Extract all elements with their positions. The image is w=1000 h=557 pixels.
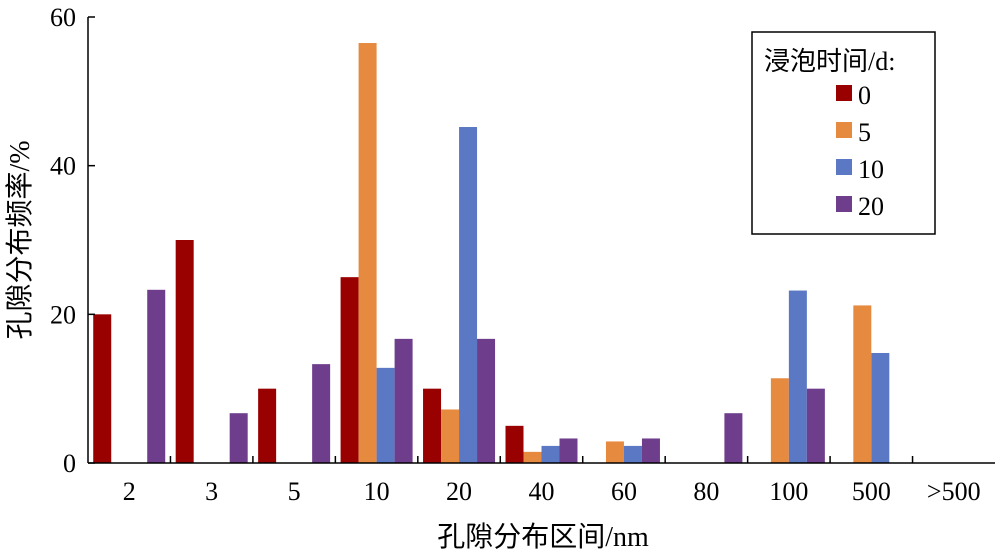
bar-series-0-5 [258,388,277,463]
x-tick-label: 500 [852,477,891,506]
y-tick-label: 0 [63,449,76,478]
x-tick-label: 40 [529,477,555,506]
bar-series-5-100 [770,378,789,463]
legend-label: 0 [858,81,871,110]
bars-group [93,43,890,464]
bar-series-10-60 [623,445,642,463]
bar-series-20-3 [229,413,248,463]
bar-series-5-10 [358,43,377,464]
bar-series-5-20 [441,409,460,463]
y-tick-label: 40 [50,152,76,181]
bar-series-5-40 [523,451,542,463]
legend-swatch [836,159,852,175]
legend-items: 0 5 10 20 [836,81,884,221]
x-tick-label: 20 [446,477,472,506]
x-tick-label: 60 [611,477,637,506]
legend-swatch [836,196,852,212]
x-ticks-group: 2 3 5 10 20 40 60 80 100 500 >500 [123,456,981,506]
y-tick-label: 20 [50,300,76,329]
bar-series-5-500 [853,305,872,463]
bar-series-5-60 [605,441,624,463]
bar-series-10-40 [541,445,560,463]
x-tick-label: 10 [364,477,390,506]
legend-title: 浸泡时间/d: [764,47,895,76]
x-tick-label: 80 [693,477,719,506]
bar-series-10-500 [871,352,890,463]
bar-series-20-40 [559,438,578,463]
y-ticks-group: 0 20 40 60 [50,3,95,478]
bar-series-20-5 [312,364,331,463]
bar-series-20-100 [806,388,825,463]
x-tick-label: 5 [288,477,301,506]
bar-series-20-10 [394,338,413,463]
legend: 浸泡时间/d: 0 5 10 20 [751,31,936,235]
bar-series-0-10 [340,277,359,463]
x-tick-label: 3 [205,477,218,506]
legend-swatch [836,122,852,138]
bar-series-0-20 [423,388,442,463]
bar-series-0-40 [505,425,524,463]
bar-series-10-20 [459,127,478,463]
bar-series-20-60 [641,438,660,463]
x-tick-label: 2 [123,477,136,506]
y-tick-label: 60 [50,3,76,32]
bar-series-0-2 [93,314,112,463]
legend-label: 10 [858,155,884,184]
x-axis-title: 孔隙分布区间/nm [437,521,649,553]
y-axis-title: 孔隙分布频率/% [4,140,36,339]
legend-label: 20 [858,192,884,221]
x-tick-label: >500 [927,477,981,506]
bar-series-10-100 [788,290,807,463]
bar-series-20-20 [477,338,496,463]
bar-series-0-3 [175,240,194,463]
x-tick-label: 100 [769,477,808,506]
bar-series-20-80 [724,413,743,463]
bar-series-20-2 [147,289,166,463]
legend-label: 5 [858,118,871,147]
bar-series-10-10 [376,367,395,463]
legend-swatch [836,85,852,101]
